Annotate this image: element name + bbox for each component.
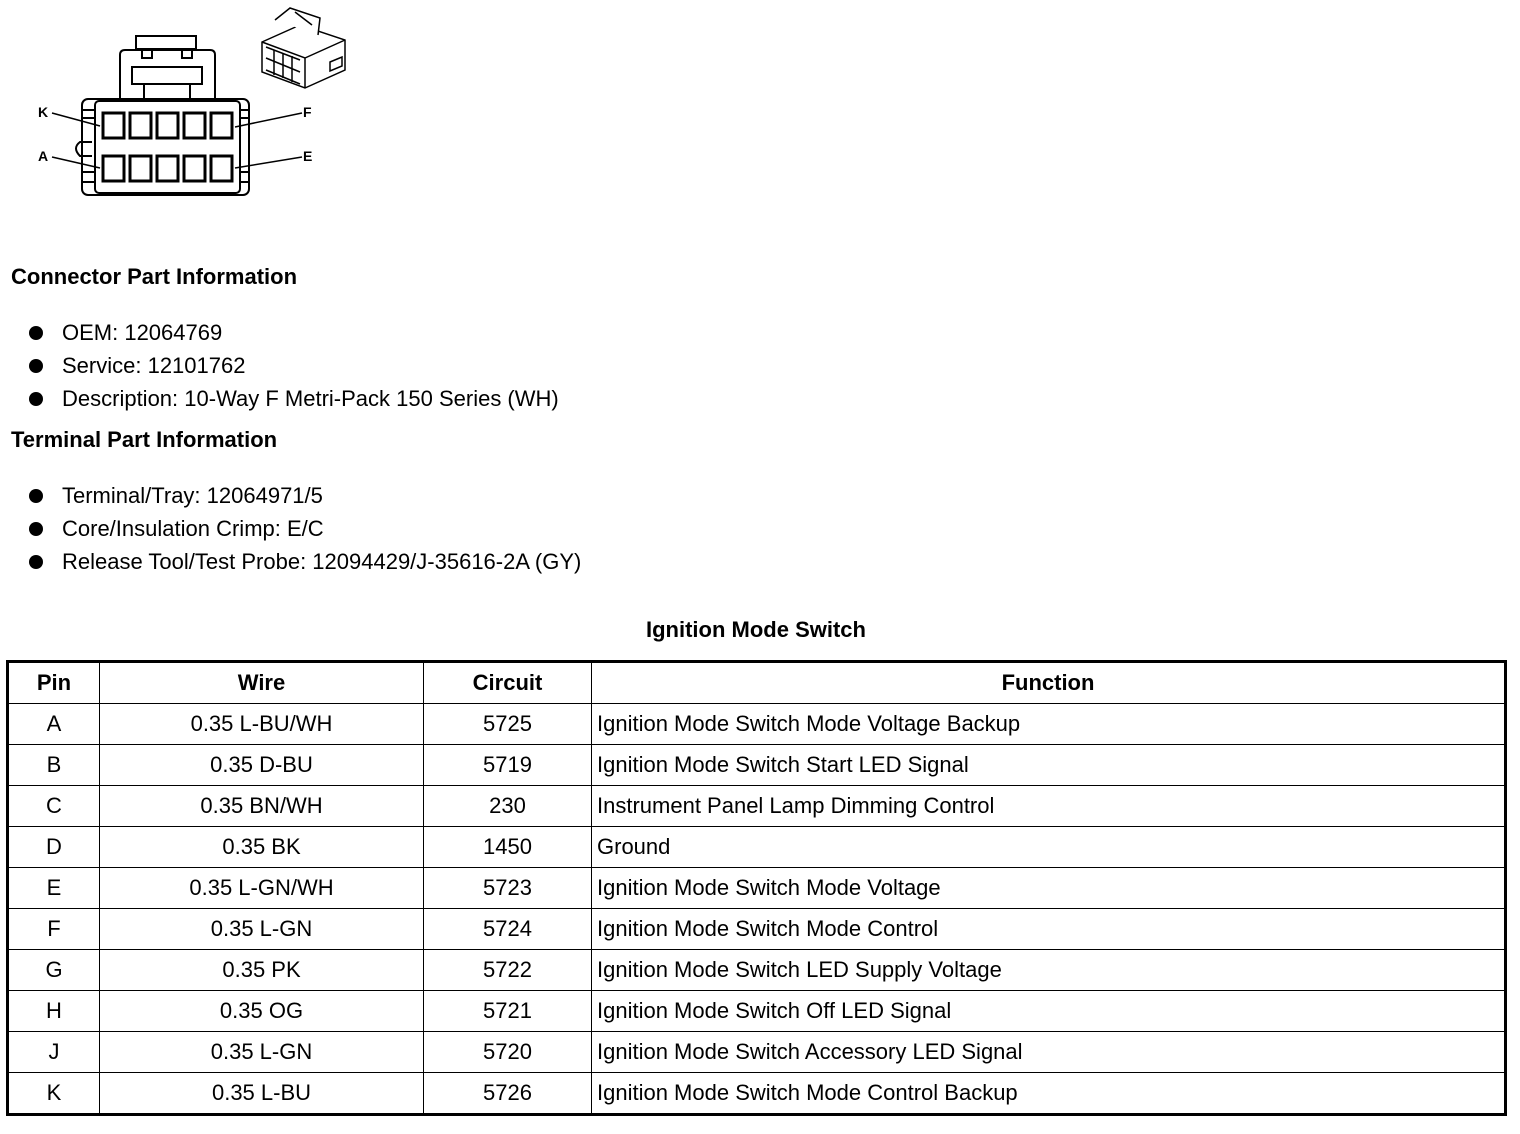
crimp: Core/Insulation Crimp: E/C: [62, 516, 324, 541]
cell-pin: C: [7, 785, 100, 827]
cell-circuit: 5723: [423, 867, 592, 909]
header-wire: Wire: [99, 661, 424, 704]
cell-function: Ignition Mode Switch Mode Voltage: [591, 867, 1506, 909]
cell-pin: A: [7, 703, 100, 745]
cell-function: Ignition Mode Switch Start LED Signal: [591, 744, 1506, 786]
cell-circuit: 5721: [423, 990, 592, 1032]
table-row: H 0.35 OG 5721 Ignition Mode Switch Off LED…: [7, 990, 1506, 1032]
list-item: Service: 12101762: [0, 349, 559, 382]
terminal-heading: Terminal Part Information: [11, 427, 278, 452]
cell-wire: 0.35 L-BU: [99, 1072, 424, 1115]
cell-pin: B: [7, 744, 100, 786]
header-circuit: Circuit: [423, 661, 592, 704]
connector-diagram: K A F E: [38, 7, 346, 196]
terminal-info-list: Terminal/Tray: 12064971/5 Core/Insulatio…: [0, 479, 581, 578]
cell-pin: E: [7, 867, 100, 909]
cell-wire: 0.35 L-GN: [99, 1031, 424, 1073]
bullet-icon: [29, 489, 43, 503]
table-row: F 0.35 L-GN 5724 Ignition Mode Switch Mode …: [7, 908, 1506, 950]
cell-pin: K: [7, 1072, 100, 1115]
service-part: Service: 12101762: [62, 353, 246, 378]
pin-label-f: F: [303, 104, 312, 120]
table-row: K 0.35 L-BU 5726 Ignition Mode Switch Mode …: [7, 1072, 1506, 1115]
list-item: Core/Insulation Crimp: E/C: [0, 512, 581, 545]
cell-function: Ground: [591, 826, 1506, 868]
cell-circuit: 5719: [423, 744, 592, 786]
table-row: C 0.35 BN/WH 230 Instrument Panel Lamp Dimm…: [7, 785, 1506, 827]
cell-wire: 0.35 PK: [99, 949, 424, 991]
list-item: Release Tool/Test Probe: 12094429/J-3561…: [0, 545, 581, 578]
bullet-icon: [29, 392, 43, 406]
bullet-icon: [29, 359, 43, 373]
header-function: Function: [591, 661, 1506, 704]
table-header-row: Pin Wire Circuit Function: [7, 661, 1506, 704]
release-tool: Release Tool/Test Probe: 12094429/J-3561…: [62, 549, 582, 574]
cell-pin: J: [7, 1031, 100, 1073]
pinout-table: Pin Wire Circuit Function A 0.35 L-BU/WH 5…: [6, 660, 1507, 1116]
cell-pin: G: [7, 949, 100, 991]
table-row: B 0.35 D-BU 5719 Ignition Mode Switch Start…: [7, 744, 1506, 786]
cell-wire: 0.35 D-BU: [99, 744, 424, 786]
cell-wire: 0.35 BN/WH: [99, 785, 424, 827]
cell-pin: D: [7, 826, 100, 868]
cell-wire: 0.35 BK: [99, 826, 424, 868]
table-title: Ignition Mode Switch: [646, 617, 866, 642]
cell-circuit: 5724: [423, 908, 592, 950]
terminal-tray: Terminal/Tray: 12064971/5: [62, 483, 323, 508]
bullet-icon: [29, 555, 43, 569]
table-row: E 0.35 L-GN/WH 5723 Ignition Mode Switch Mo…: [7, 867, 1506, 909]
list-item: OEM: 12064769: [0, 316, 559, 349]
header-pin: Pin: [7, 661, 100, 704]
connector-heading: Connector Part Information: [11, 264, 298, 289]
table-row: J 0.35 L-GN 5720 Ignition Mode Switch Acces…: [7, 1031, 1506, 1073]
cell-function: Ignition Mode Switch Mode Control: [591, 908, 1506, 950]
table-row: D 0.35 BK 1450 Ground: [7, 826, 1506, 868]
description: Description: 10-Way F Metri-Pack 150 Ser…: [62, 386, 559, 411]
cell-circuit: 5725: [423, 703, 592, 745]
cell-function: Ignition Mode Switch Mode Voltage Backup: [591, 703, 1506, 745]
pin-label-k: K: [38, 104, 48, 120]
pin-label-e: E: [303, 148, 312, 164]
cell-wire: 0.35 L-GN/WH: [99, 867, 424, 909]
cell-pin: H: [7, 990, 100, 1032]
bullet-icon: [29, 326, 43, 340]
list-item: Terminal/Tray: 12064971/5: [0, 479, 581, 512]
cell-function: Ignition Mode Switch Off LED Signal: [591, 990, 1506, 1032]
cell-circuit: 5722: [423, 949, 592, 991]
pin-cavities: [101, 111, 234, 183]
cell-circuit: 230: [423, 785, 592, 827]
cell-wire: 0.35 L-BU/WH: [99, 703, 424, 745]
cell-wire: 0.35 OG: [99, 990, 424, 1032]
table-row: A 0.35 L-BU/WH 5725 Ignition Mode Switch Mo…: [7, 703, 1506, 745]
cell-function: Ignition Mode Switch Accessory LED Signa…: [591, 1031, 1506, 1073]
list-item: Description: 10-Way F Metri-Pack 150 Ser…: [0, 382, 559, 415]
cell-pin: F: [7, 908, 100, 950]
connector-iso-icon: [261, 7, 346, 89]
connector-info-list: OEM: 12064769 Service: 12101762 Descript…: [0, 316, 559, 415]
cell-function: Ignition Mode Switch LED Supply Voltage: [591, 949, 1506, 991]
oem-part: OEM: 12064769: [62, 320, 223, 345]
cell-wire: 0.35 L-GN: [99, 908, 424, 950]
bullet-icon: [29, 522, 43, 536]
cell-function: Ignition Mode Switch Mode Control Backup: [591, 1072, 1506, 1115]
cell-circuit: 5726: [423, 1072, 592, 1115]
pin-label-a: A: [38, 148, 48, 164]
cell-function: Instrument Panel Lamp Dimming Control: [591, 785, 1506, 827]
cell-circuit: 1450: [423, 826, 592, 868]
cell-circuit: 5720: [423, 1031, 592, 1073]
table-row: G 0.35 PK 5722 Ignition Mode Switch LED Sup…: [7, 949, 1506, 991]
